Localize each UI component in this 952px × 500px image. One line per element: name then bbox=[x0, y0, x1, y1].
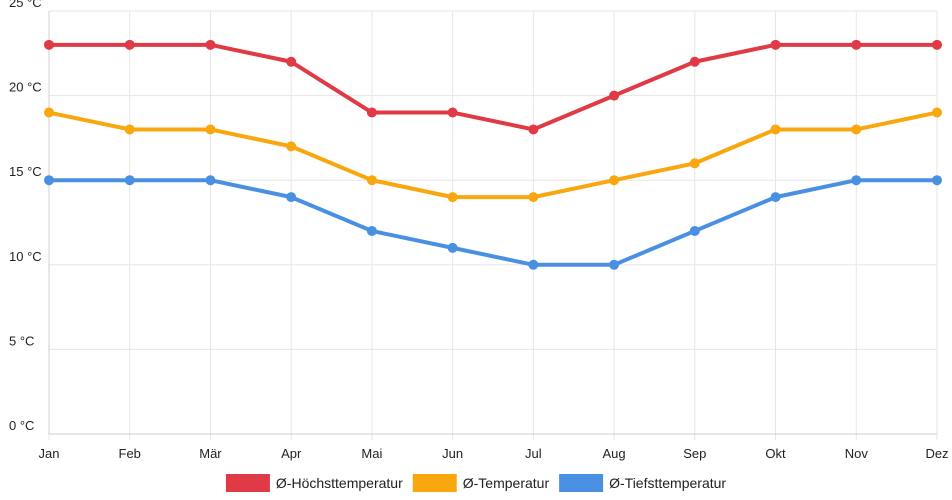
legend: Ø-Höchsttemperatur Ø-Temperatur Ø-Tiefstte… bbox=[225, 474, 726, 492]
series-0 bbox=[44, 39, 942, 135]
series-2 bbox=[44, 175, 942, 270]
series-1 bbox=[44, 107, 942, 203]
x-tick-label: Aug bbox=[603, 446, 626, 461]
data-point[interactable] bbox=[689, 225, 700, 236]
data-point[interactable] bbox=[770, 39, 781, 50]
x-tick-label: Sep bbox=[683, 446, 706, 461]
data-point[interactable] bbox=[932, 175, 942, 186]
legend-swatch bbox=[412, 474, 457, 492]
data-point[interactable] bbox=[851, 124, 862, 135]
data-point[interactable] bbox=[205, 39, 216, 50]
data-point[interactable] bbox=[44, 107, 54, 118]
x-tick-label: Dez bbox=[925, 446, 948, 461]
data-point[interactable] bbox=[528, 124, 539, 135]
data-point[interactable] bbox=[770, 192, 781, 203]
data-point[interactable] bbox=[44, 39, 54, 50]
x-tick-label: Okt bbox=[765, 446, 786, 461]
x-tick-label: Jul bbox=[525, 446, 542, 461]
series-line bbox=[47, 110, 939, 200]
series-line bbox=[47, 178, 939, 267]
data-point[interactable] bbox=[286, 56, 297, 67]
y-tick-label: 10 °C bbox=[9, 249, 42, 264]
x-tick-label: Nov bbox=[845, 446, 869, 461]
data-point[interactable] bbox=[366, 107, 377, 118]
data-point[interactable] bbox=[609, 259, 620, 270]
data-point[interactable] bbox=[609, 90, 620, 101]
data-point[interactable] bbox=[205, 124, 216, 135]
data-point[interactable] bbox=[447, 242, 458, 253]
legend-label: Ø-Temperatur bbox=[463, 475, 550, 491]
data-point[interactable] bbox=[205, 175, 216, 186]
data-point[interactable] bbox=[447, 107, 458, 118]
series-line bbox=[47, 42, 939, 132]
x-tick-label: Jan bbox=[39, 446, 60, 461]
data-point[interactable] bbox=[366, 175, 377, 186]
y-tick-label: 0 °C bbox=[9, 418, 34, 433]
data-point[interactable] bbox=[124, 175, 135, 186]
grid bbox=[48, 10, 938, 440]
data-point[interactable] bbox=[124, 124, 135, 135]
legend-item-2[interactable]: Ø-Tiefsttemperatur bbox=[559, 474, 726, 492]
data-point[interactable] bbox=[286, 141, 297, 152]
legend-label: Ø-Höchsttemperatur bbox=[276, 475, 403, 491]
data-point[interactable] bbox=[689, 56, 700, 67]
legend-swatch bbox=[559, 474, 604, 492]
y-tick-label: 15 °C bbox=[9, 164, 42, 179]
data-point[interactable] bbox=[689, 158, 700, 169]
data-point[interactable] bbox=[528, 192, 539, 203]
data-point[interactable] bbox=[851, 39, 862, 50]
y-tick-label: 5 °C bbox=[9, 333, 34, 348]
legend-item-1[interactable]: Ø-Temperatur bbox=[412, 474, 550, 492]
legend-label: Ø-Tiefsttemperatur bbox=[609, 475, 726, 491]
data-point[interactable] bbox=[447, 192, 458, 203]
x-tick-label: Mär bbox=[199, 446, 222, 461]
x-tick-label: Feb bbox=[119, 446, 141, 461]
y-tick-label: 20 °C bbox=[9, 80, 42, 95]
data-point[interactable] bbox=[366, 225, 377, 236]
legend-item-0[interactable]: Ø-Höchsttemperatur bbox=[225, 474, 403, 492]
data-point[interactable] bbox=[528, 259, 539, 270]
legend-swatch bbox=[225, 474, 270, 492]
data-point[interactable] bbox=[609, 175, 620, 186]
axes: 0 °C 5 °C 10 °C 15 °C 20 °C 25 °C Jan Feb Mär Apr… bbox=[9, 0, 949, 461]
data-point[interactable] bbox=[124, 39, 135, 50]
data-point[interactable] bbox=[286, 192, 297, 203]
x-tick-label: Jun bbox=[442, 446, 463, 461]
x-tick-label: Mai bbox=[361, 446, 382, 461]
data-point[interactable] bbox=[770, 124, 781, 135]
data-point[interactable] bbox=[932, 39, 942, 50]
x-tick-label: Apr bbox=[281, 446, 302, 461]
series-lines bbox=[44, 39, 942, 270]
data-point[interactable] bbox=[851, 175, 862, 186]
data-point[interactable] bbox=[932, 107, 942, 118]
y-tick-label: 25 °C bbox=[9, 0, 42, 10]
data-point[interactable] bbox=[44, 175, 54, 186]
